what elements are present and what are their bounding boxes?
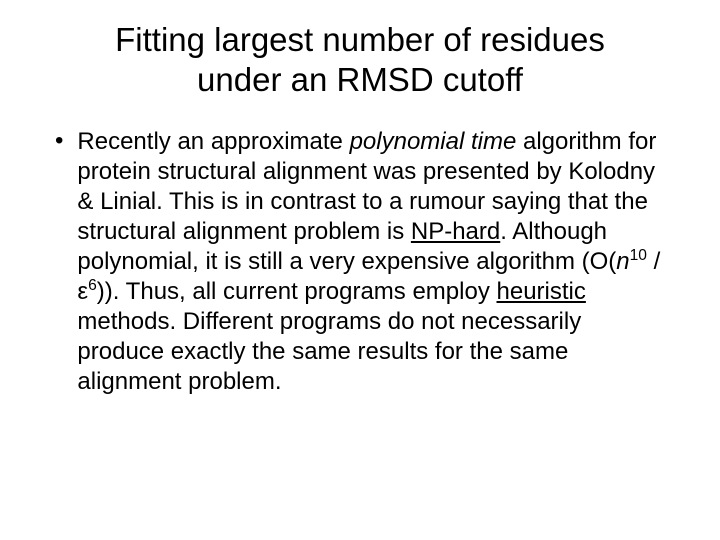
complexity-var-n: n	[616, 248, 629, 275]
italic-polynomial-time: polynomial time	[350, 128, 517, 155]
complexity-exp-6: 6	[88, 277, 97, 294]
complexity-exp-10: 10	[630, 247, 647, 264]
text-segment-5: methods. Different programs do not neces…	[77, 308, 581, 395]
link-np-hard: NP-hard	[411, 218, 500, 245]
bullet-item: • Recently an approximate polynomial tim…	[50, 127, 670, 397]
title-line-2: under an RMSD cutoff	[197, 61, 523, 98]
bullet-text: Recently an approximate polynomial time …	[77, 127, 670, 397]
text-segment-1: Recently an approximate	[77, 128, 349, 155]
link-heuristic: heuristic	[497, 278, 586, 305]
title-line-1: Fitting largest number of residues	[115, 21, 605, 58]
slide-title: Fitting largest number of residues under…	[50, 20, 670, 99]
bullet-marker: •	[55, 125, 63, 156]
text-segment-4: )). Thus, all current programs employ	[97, 278, 497, 305]
